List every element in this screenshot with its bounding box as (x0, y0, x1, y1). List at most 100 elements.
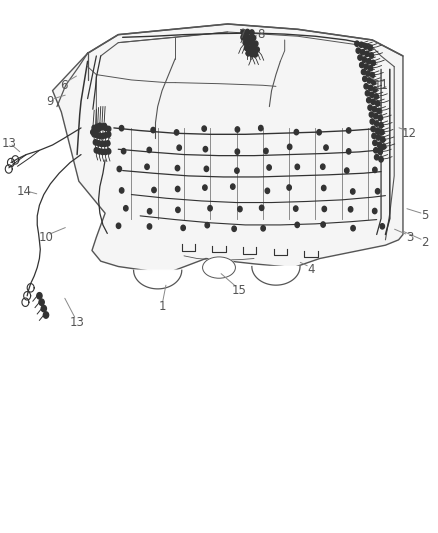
Circle shape (230, 184, 235, 189)
Circle shape (41, 305, 46, 312)
Circle shape (363, 76, 367, 82)
Circle shape (245, 29, 250, 35)
Circle shape (368, 45, 372, 51)
Circle shape (91, 130, 95, 135)
Circle shape (372, 107, 377, 112)
Circle shape (365, 51, 369, 56)
Circle shape (98, 125, 102, 131)
Text: 6: 6 (60, 79, 67, 92)
Circle shape (374, 148, 378, 153)
Circle shape (381, 144, 386, 149)
Circle shape (358, 55, 362, 60)
Circle shape (375, 189, 380, 194)
Circle shape (295, 222, 300, 228)
Circle shape (232, 226, 237, 231)
Circle shape (39, 299, 44, 305)
Text: 8: 8 (257, 28, 264, 41)
Circle shape (321, 185, 326, 191)
Circle shape (345, 168, 349, 173)
Circle shape (100, 149, 105, 155)
Text: 11: 11 (374, 79, 389, 92)
Circle shape (364, 84, 368, 89)
Circle shape (254, 41, 258, 46)
Circle shape (322, 206, 326, 212)
Text: 10: 10 (39, 231, 53, 244)
Circle shape (380, 224, 385, 229)
Text: 13: 13 (1, 138, 16, 150)
Circle shape (360, 50, 365, 55)
Circle shape (148, 208, 152, 214)
Circle shape (241, 29, 245, 35)
Circle shape (348, 207, 353, 212)
Circle shape (265, 188, 269, 193)
Circle shape (101, 124, 105, 130)
Circle shape (368, 66, 373, 71)
Circle shape (356, 48, 360, 53)
Circle shape (317, 130, 321, 135)
Circle shape (374, 94, 378, 99)
Circle shape (117, 166, 121, 172)
Circle shape (121, 149, 126, 154)
Circle shape (375, 128, 380, 133)
Circle shape (202, 126, 206, 131)
Circle shape (346, 149, 351, 154)
Text: 2: 2 (421, 236, 429, 249)
Circle shape (235, 127, 240, 132)
Circle shape (371, 99, 375, 104)
Circle shape (124, 206, 128, 211)
Circle shape (203, 147, 208, 152)
Circle shape (103, 125, 108, 131)
Text: 13: 13 (69, 316, 84, 329)
Circle shape (235, 149, 240, 155)
Circle shape (366, 71, 370, 76)
Circle shape (248, 35, 252, 41)
Circle shape (244, 35, 249, 40)
Circle shape (106, 141, 110, 146)
Circle shape (251, 46, 256, 52)
Circle shape (380, 130, 384, 135)
Circle shape (368, 105, 372, 110)
Circle shape (373, 167, 377, 173)
Text: 9: 9 (46, 95, 54, 108)
Circle shape (374, 155, 379, 160)
Circle shape (235, 168, 239, 173)
Circle shape (355, 41, 359, 46)
Circle shape (102, 141, 107, 147)
Circle shape (369, 112, 374, 117)
Text: 1: 1 (158, 300, 166, 313)
Circle shape (373, 208, 377, 214)
Circle shape (287, 185, 291, 190)
Circle shape (294, 130, 299, 135)
Circle shape (250, 41, 254, 46)
Circle shape (93, 130, 98, 135)
Circle shape (147, 224, 152, 229)
Circle shape (371, 79, 376, 85)
Circle shape (250, 30, 254, 35)
Circle shape (238, 206, 242, 212)
Circle shape (374, 114, 378, 119)
Circle shape (98, 133, 102, 139)
Circle shape (147, 147, 152, 152)
Circle shape (243, 40, 247, 45)
Circle shape (376, 135, 381, 140)
Circle shape (98, 123, 102, 128)
Circle shape (261, 225, 265, 231)
Circle shape (253, 52, 258, 57)
Circle shape (259, 205, 264, 211)
Text: 15: 15 (231, 284, 246, 297)
Circle shape (101, 133, 105, 139)
Circle shape (351, 225, 355, 231)
Circle shape (371, 60, 375, 66)
Circle shape (120, 188, 124, 193)
Circle shape (95, 133, 99, 138)
Circle shape (367, 59, 371, 64)
Circle shape (95, 127, 100, 132)
Circle shape (174, 130, 179, 135)
Circle shape (97, 149, 102, 154)
Circle shape (377, 142, 381, 148)
Circle shape (203, 185, 207, 190)
Circle shape (350, 189, 355, 194)
Circle shape (103, 133, 108, 138)
Circle shape (152, 187, 156, 192)
Circle shape (371, 126, 375, 132)
